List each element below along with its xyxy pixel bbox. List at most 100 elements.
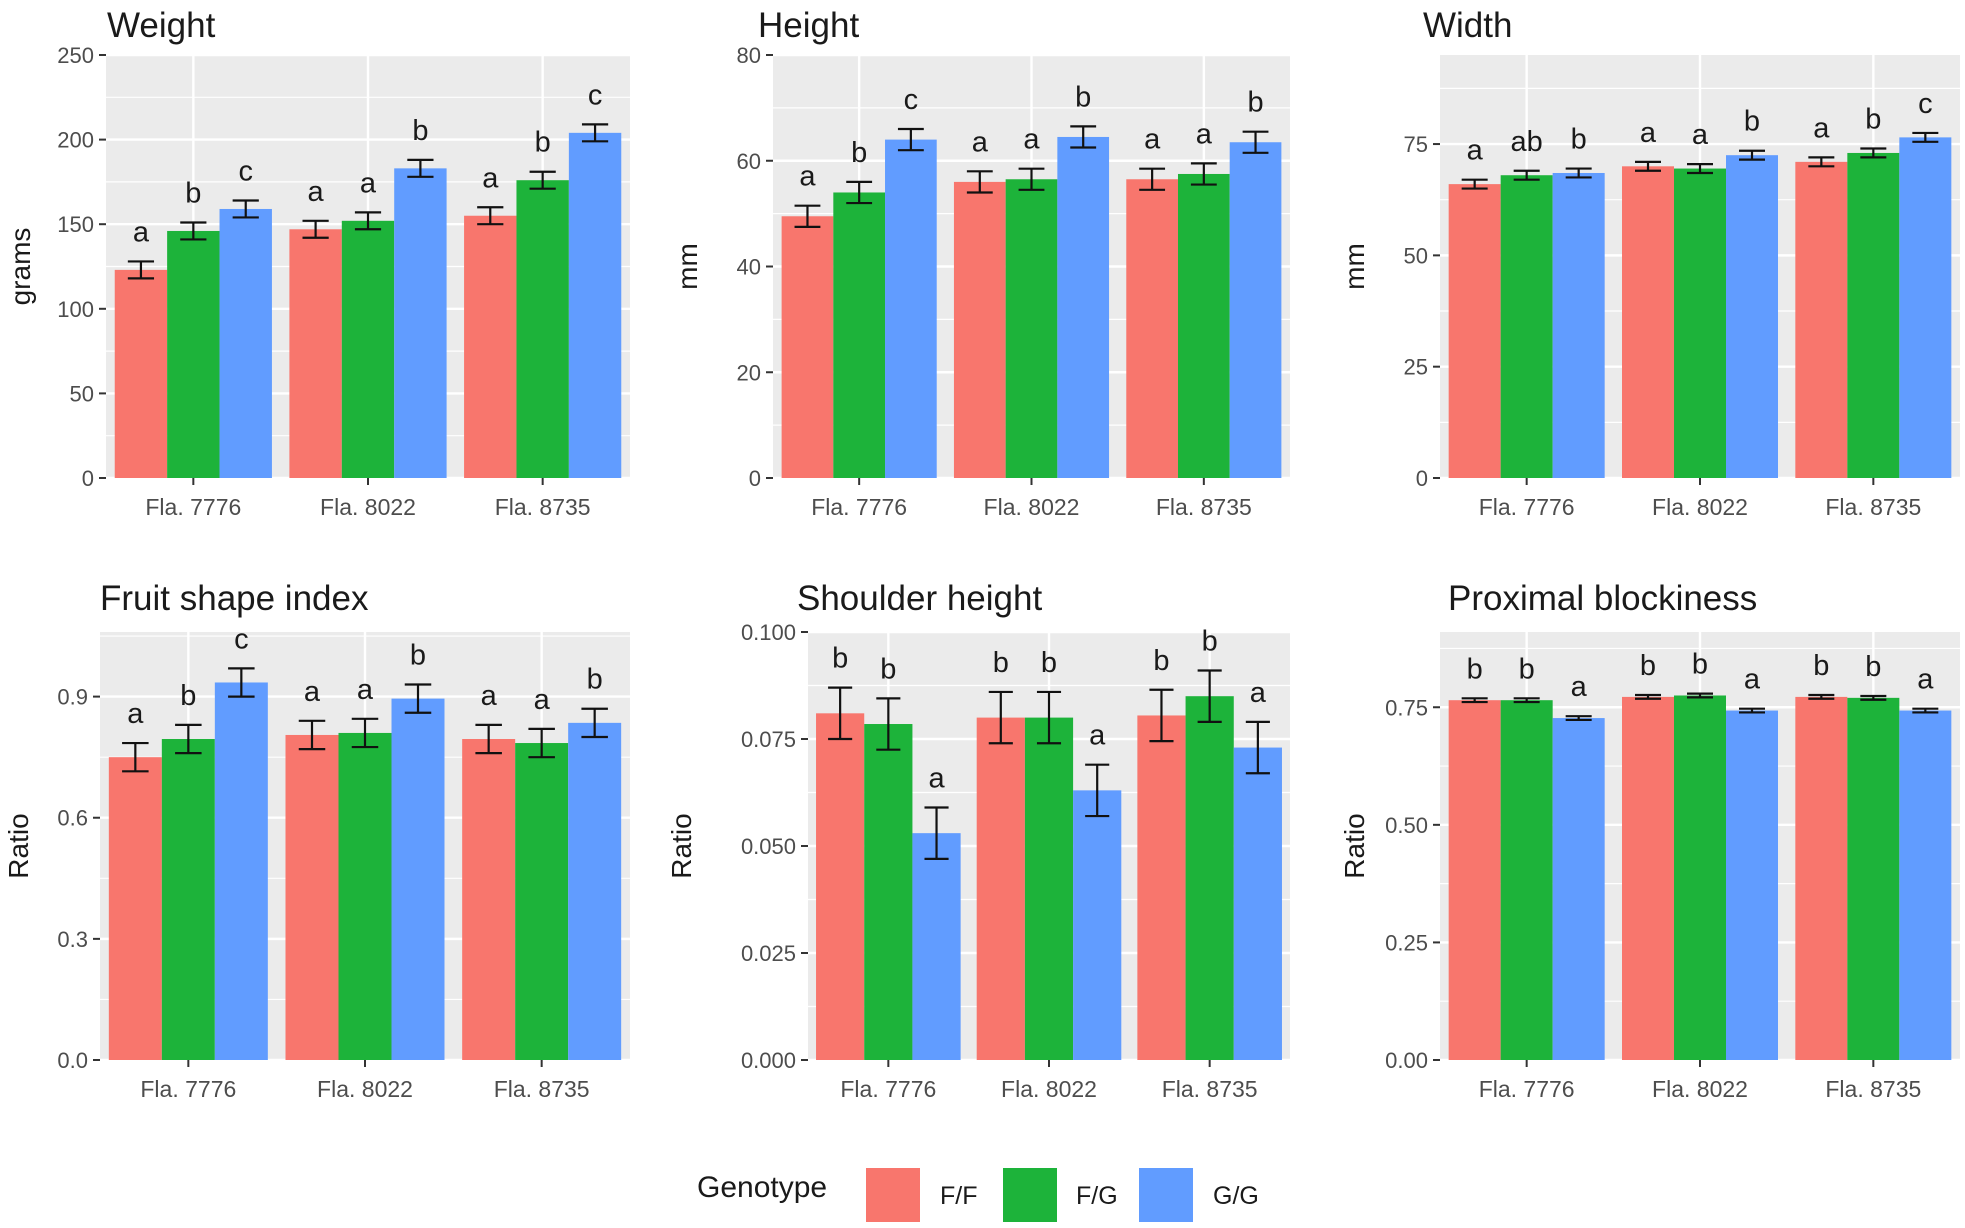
bar [338, 732, 392, 1060]
x-tick-label: Fla. 8022 [1001, 1076, 1097, 1102]
significance-letter: b [1865, 104, 1881, 136]
panel-title: Fruit shape index [100, 579, 369, 618]
significance-letter: b [993, 647, 1009, 679]
y-tick-label: 0.25 [1385, 930, 1428, 955]
bar [114, 269, 168, 478]
y-tick-label: 50 [1404, 243, 1428, 268]
x-tick-label: Fla. 8022 [1652, 494, 1748, 520]
significance-letter: a [1089, 720, 1106, 752]
bar [568, 722, 622, 1060]
panel-4: 0.000 0.025 0.050 0.075 0.100 Fla. 7776 Fla. 8… [666, 579, 1290, 1102]
y-tick-label: 0.9 [57, 685, 88, 710]
y-tick-label: 20 [737, 360, 761, 385]
y-tick-label: 0 [82, 466, 94, 491]
panel-3: 0.0 0.3 0.6 0.9 Fla. 7776 Fla. 8022 Fla. 8735 a… [3, 579, 630, 1102]
significance-letter: b [412, 115, 428, 147]
y-tick-label: 250 [57, 43, 94, 68]
significance-letter: b [587, 664, 603, 696]
x-tick-label: Fla. 7776 [1479, 1076, 1575, 1102]
significance-letter: b [1467, 653, 1483, 685]
y-tick-label: 200 [57, 128, 94, 153]
bar [108, 757, 162, 1060]
significance-letter: a [304, 676, 321, 708]
y-tick-label: 80 [737, 43, 761, 68]
bar [781, 216, 834, 479]
significance-letter: b [851, 137, 867, 169]
bar [568, 132, 622, 478]
legend-label-gg: G/G [1213, 1182, 1259, 1210]
y-tick-label: 0.75 [1385, 695, 1428, 720]
panel-1: 0 20 40 60 80 Fla. 7776 Fla. 8022 Fla. 8735 a a a b… [672, 6, 1290, 520]
x-tick-label: Fla. 8735 [1825, 1076, 1921, 1102]
y-tick-label: 75 [1404, 132, 1428, 157]
significance-letter: a [357, 674, 374, 706]
x-tick-label: Fla. 8735 [495, 494, 591, 520]
bar [1899, 710, 1952, 1060]
bar [1005, 179, 1058, 478]
significance-letter: c [234, 623, 249, 655]
y-tick-label: 0 [749, 466, 761, 491]
y-tick-label: 0.50 [1385, 813, 1428, 838]
x-tick-label: Fla. 8735 [1825, 494, 1921, 520]
bar [1229, 142, 1282, 478]
y-axis-label: Ratio [3, 813, 34, 878]
bar [1795, 161, 1848, 478]
bar [1500, 175, 1553, 478]
significance-letter: b [1202, 626, 1218, 658]
bar [1024, 717, 1074, 1060]
y-tick-label: 100 [57, 297, 94, 322]
significance-letter: a [1640, 117, 1657, 149]
bar [1057, 136, 1110, 479]
bar [462, 739, 516, 1060]
bar [885, 139, 937, 478]
y-tick-label: 0.050 [741, 834, 796, 859]
significance-letter: b [1865, 651, 1881, 683]
significance-letter: a [972, 126, 989, 158]
significance-letter: a [1144, 124, 1161, 156]
x-tick-label: Fla. 8735 [1162, 1076, 1258, 1102]
bar [1674, 168, 1726, 478]
panel-0: 0 50 100 150 200 250 Fla. 7776 Fla. 8022 Fla. 87… [5, 6, 630, 520]
legend-label-ff: F/F [940, 1182, 978, 1210]
bar [219, 208, 272, 479]
bar [1448, 184, 1501, 478]
bar [912, 833, 961, 1060]
significance-letter: a [127, 698, 144, 730]
significance-letter: a [481, 680, 498, 712]
y-tick-label: 0.025 [741, 941, 796, 966]
x-tick-label: Fla. 7776 [140, 1076, 236, 1102]
significance-letter: a [360, 167, 377, 199]
panel-5: 0.00 0.25 0.50 0.75 Fla. 7776 Fla. 8022 Fla. 8… [1339, 579, 1960, 1102]
x-tick-label: Fla. 8735 [1156, 494, 1252, 520]
y-tick-label: 0.0 [57, 1048, 88, 1073]
significance-letter: a [799, 161, 816, 193]
bar [1500, 700, 1553, 1060]
bar [394, 168, 447, 478]
y-tick-label: 0.075 [741, 727, 796, 752]
significance-letter: b [1041, 647, 1057, 679]
x-tick-label: Fla. 8022 [1652, 1076, 1748, 1102]
significance-letter: c [238, 156, 253, 188]
bar [976, 717, 1025, 1060]
significance-letter: a [308, 176, 325, 208]
significance-letter: b [832, 643, 848, 675]
significance-letter: a [133, 216, 150, 248]
y-tick-label: 50 [70, 381, 94, 406]
y-tick-label: 60 [737, 149, 761, 174]
significance-letter: a [1744, 664, 1761, 696]
significance-letter: b [535, 127, 551, 159]
y-axis-label: mm [1339, 243, 1370, 290]
y-tick-label: 0.6 [57, 806, 88, 831]
significance-letter: a [1917, 664, 1934, 696]
bar [1233, 747, 1282, 1060]
significance-letter: b [1247, 87, 1263, 119]
significance-letter: b [180, 680, 196, 712]
bar [464, 215, 517, 479]
significance-letter: b [1571, 124, 1587, 156]
significance-letter: a [1692, 119, 1709, 151]
x-tick-label: Fla. 7776 [1479, 494, 1575, 520]
bar [816, 713, 865, 1060]
bar [833, 192, 886, 478]
